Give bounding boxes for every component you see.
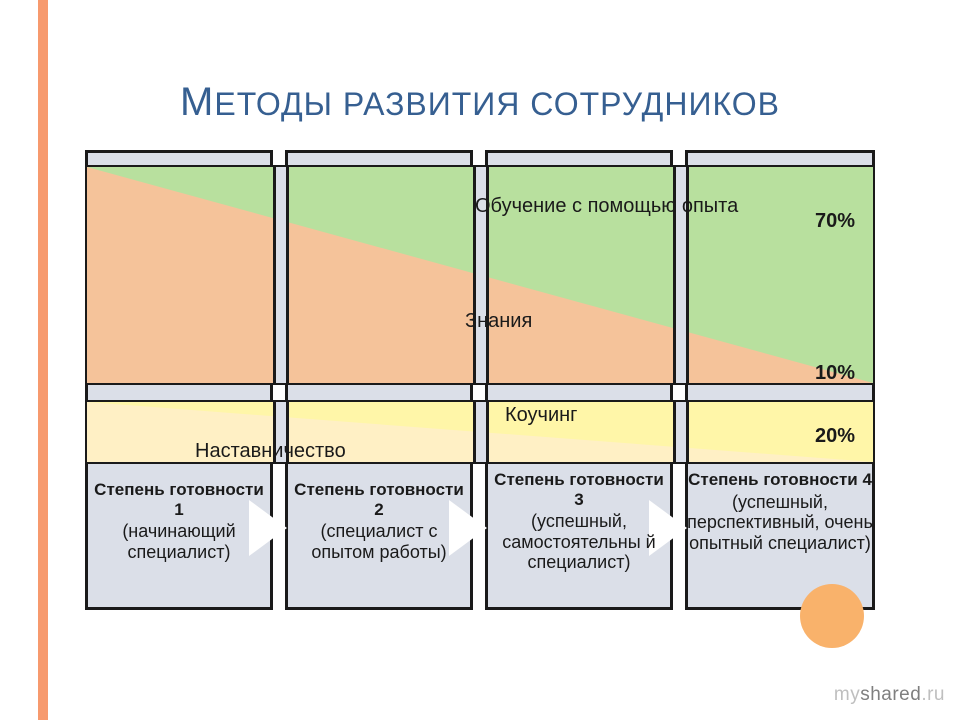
band-col-sep-1 [273,167,289,383]
experience-label: Обучение с помощью опыта [475,195,738,218]
stage-label-3: Степень готовности 3 (успешный, самостоя… [488,470,670,600]
experience-percent: 70% [815,210,855,233]
watermark: myshared.ru [834,684,945,706]
page-title: МЕТОДЫ РАЗВИТИЯ СОТРУДНИКОВ [0,80,960,125]
title-rest: ЕТОДЫ РАЗВИТИЯ СОТРУДНИКОВ [214,86,780,122]
stage-sub: (начинающий специалист) [92,521,266,562]
coach-col-sep-3 [673,402,689,462]
title-first-letter: М [180,80,214,124]
coaching-label: Коучинг [505,404,577,427]
stage-label-1: Степень готовности 1 (начинающий специал… [88,480,270,610]
coach-col-sep-2 [473,402,489,462]
methods-chart: Обучение с помощью опыта 70% Знания 10% … [85,150,875,610]
stage-head: Степень готовности 1 [92,480,266,519]
stage-head: Степень готовности 2 [292,480,466,519]
knowledge-percent: 10% [815,362,855,385]
stage-sub: (успешный, перспективный, очень опытный … [687,492,873,554]
slide: МЕТОДЫ РАЗВИТИЯ СОТРУДНИКОВ Обучение с п… [0,0,960,720]
watermark-ru: .ru [921,684,945,705]
stage-sub: (успешный, самостоятельны й специалист) [492,511,666,573]
stage-label-2: Степень готовности 2 (специалист с опыто… [288,480,470,610]
stage-sub: (специалист с опытом работы) [292,521,466,562]
coaching-percent: 20% [815,425,855,448]
stage-head: Степень готовности 3 [492,470,666,509]
stage-label-4: Степень готовности 4 (успешный, перспект… [683,470,877,600]
mentoring-label: Наставничество [195,440,346,463]
watermark-my: my [834,684,860,705]
stage-head: Степень готовности 4 [688,470,872,490]
knowledge-label: Знания [465,310,532,333]
watermark-shared: shared [860,684,921,705]
decorative-circle [800,584,864,648]
